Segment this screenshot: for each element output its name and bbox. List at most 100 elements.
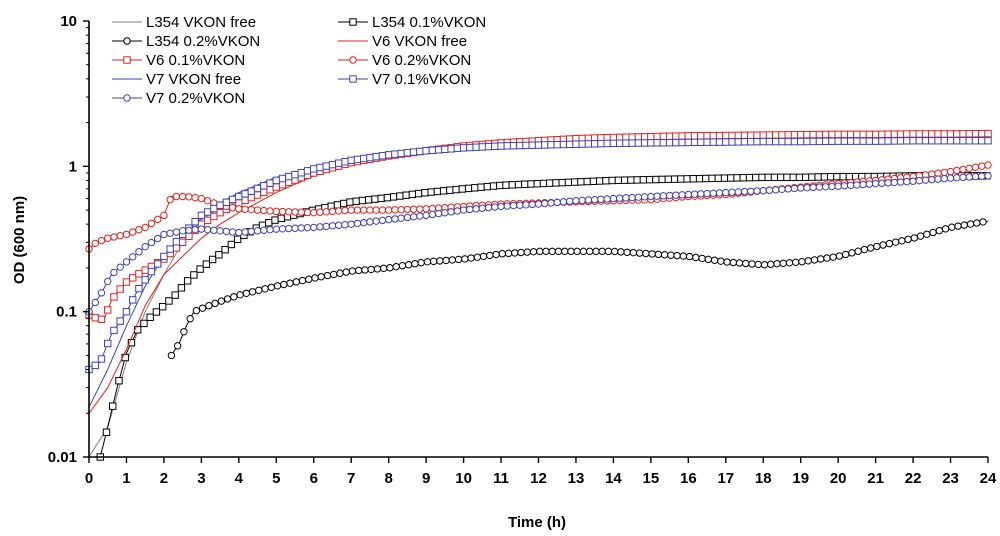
data-point — [408, 190, 417, 199]
data-point — [203, 216, 212, 225]
data-point — [747, 187, 755, 196]
data-point — [710, 256, 719, 264]
data-point — [640, 193, 649, 201]
data-point — [511, 249, 519, 257]
data-point — [216, 208, 224, 217]
data-point — [609, 139, 618, 148]
data-point — [277, 214, 285, 223]
data-point — [158, 303, 167, 311]
data-point — [659, 139, 668, 147]
data-point — [878, 137, 886, 145]
x-tick-label: 7 — [347, 470, 355, 487]
x-tick-label: 20 — [830, 470, 847, 487]
data-point — [760, 261, 769, 269]
data-point — [211, 299, 219, 308]
data-point — [291, 170, 299, 179]
data-point — [909, 177, 917, 185]
data-point — [461, 255, 469, 263]
data-point — [753, 137, 761, 146]
data-point — [310, 165, 318, 173]
data-point — [929, 228, 937, 237]
data-point — [772, 131, 780, 139]
data-point — [129, 296, 137, 304]
data-point — [278, 181, 287, 189]
data-point — [453, 144, 462, 153]
data-point — [767, 260, 775, 268]
data-point — [265, 219, 273, 227]
data-point — [891, 238, 900, 246]
data-point — [971, 137, 980, 145]
data-point — [286, 279, 294, 287]
data-point — [589, 177, 598, 185]
data-point — [509, 142, 518, 150]
data-point — [160, 230, 168, 239]
data-point — [433, 187, 442, 196]
data-point — [692, 253, 700, 262]
x-tick-label: 2 — [160, 470, 168, 487]
data-point — [372, 206, 380, 214]
data-point — [765, 137, 774, 146]
data-point — [798, 258, 806, 266]
data-point — [303, 208, 312, 217]
data-point — [561, 247, 569, 256]
data-point — [708, 174, 716, 183]
data-point — [940, 130, 948, 138]
data-point — [809, 130, 817, 139]
data-point — [728, 188, 736, 196]
data-point — [496, 181, 504, 190]
data-point — [659, 132, 668, 141]
data-point — [816, 255, 825, 263]
data-point — [723, 258, 731, 266]
data-point — [241, 228, 249, 236]
data-point — [330, 270, 338, 279]
data-point — [359, 154, 368, 163]
data-point — [647, 132, 655, 141]
data-point — [578, 196, 586, 205]
data-point — [427, 188, 435, 196]
series-layer — [85, 129, 992, 461]
legend-marker — [349, 18, 357, 26]
data-point — [316, 208, 324, 216]
data-point — [634, 139, 643, 147]
data-point — [260, 188, 268, 197]
data-point — [116, 232, 124, 240]
data-point — [689, 175, 698, 183]
data-point — [516, 201, 524, 209]
data-point — [608, 176, 616, 185]
data-point — [779, 259, 787, 267]
data-point — [784, 185, 792, 193]
data-point — [210, 204, 218, 213]
legend-entry: V7 VKON free — [112, 71, 241, 88]
data-point — [735, 259, 744, 267]
data-point — [297, 169, 305, 177]
data-point — [129, 253, 137, 261]
data-point — [160, 252, 168, 261]
data-point — [403, 205, 412, 214]
data-point — [640, 139, 649, 147]
data-point — [928, 137, 936, 145]
data-point — [541, 141, 549, 149]
data-point — [584, 140, 593, 148]
data-point — [572, 140, 580, 148]
data-point — [428, 210, 437, 219]
data-point — [278, 174, 287, 183]
data-point — [458, 185, 467, 193]
data-point — [322, 208, 330, 216]
data-point — [478, 143, 487, 151]
data-point — [141, 242, 149, 251]
data-point — [316, 223, 324, 231]
data-point — [740, 187, 749, 196]
data-point — [104, 234, 112, 242]
data-point — [590, 140, 599, 148]
data-point — [742, 259, 750, 268]
data-point — [454, 255, 463, 264]
data-point — [695, 174, 704, 183]
data-point — [353, 155, 362, 164]
data-point — [402, 191, 410, 199]
data-point — [503, 142, 511, 150]
data-point — [472, 205, 480, 213]
data-point — [472, 143, 480, 151]
data-point — [202, 260, 211, 268]
data-point — [323, 271, 332, 280]
data-point — [871, 130, 880, 139]
